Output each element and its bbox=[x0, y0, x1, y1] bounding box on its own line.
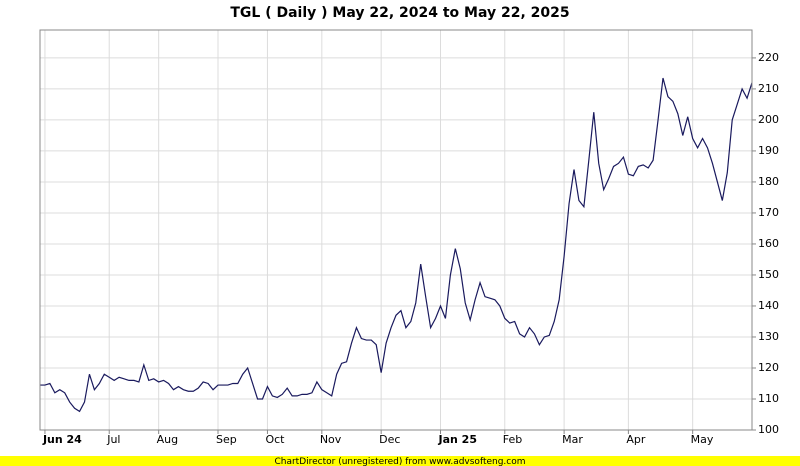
x-tick-label: Sep bbox=[216, 433, 237, 446]
y-tick-label: 110 bbox=[758, 392, 779, 405]
x-tick-label: Jan 25 bbox=[438, 433, 477, 446]
grid bbox=[40, 30, 752, 431]
y-tick-label: 220 bbox=[758, 51, 779, 64]
y-tick-label: 120 bbox=[758, 361, 779, 374]
y-tick-label: 150 bbox=[758, 268, 779, 281]
chart-title: TGL ( Daily ) May 22, 2024 to May 22, 20… bbox=[230, 5, 569, 21]
x-tick-label: Mar bbox=[562, 433, 583, 446]
x-tick-label: Jun 24 bbox=[42, 433, 82, 446]
y-tick-label: 100 bbox=[758, 423, 779, 436]
y-tick-label: 200 bbox=[758, 113, 779, 126]
footer-bar bbox=[0, 456, 800, 466]
y-tick-label: 210 bbox=[758, 82, 779, 95]
y-tick-label: 180 bbox=[758, 175, 779, 188]
plot-border bbox=[39, 29, 753, 431]
x-tick-label: Jul bbox=[106, 433, 120, 446]
y-tick-label: 190 bbox=[758, 144, 779, 157]
y-tick-label: 160 bbox=[758, 237, 779, 250]
y-tick-label: 130 bbox=[758, 330, 779, 343]
x-tick-label: Oct bbox=[265, 433, 285, 446]
plot-area bbox=[40, 30, 752, 430]
y-tick-label: 140 bbox=[758, 299, 779, 312]
price-line bbox=[40, 77, 753, 413]
x-tick-label: Nov bbox=[320, 433, 342, 446]
footer: ChartDirector (unregistered) from www.ad… bbox=[274, 457, 525, 466]
x-tick-label: Dec bbox=[379, 433, 400, 446]
x-tick-label: May bbox=[691, 433, 714, 446]
x-tick-label: Apr bbox=[626, 433, 646, 446]
marks bbox=[40, 77, 753, 413]
x-tick-label: Aug bbox=[157, 433, 178, 446]
x-tick-label: Feb bbox=[503, 433, 522, 446]
y-tick-label: 170 bbox=[758, 206, 779, 219]
